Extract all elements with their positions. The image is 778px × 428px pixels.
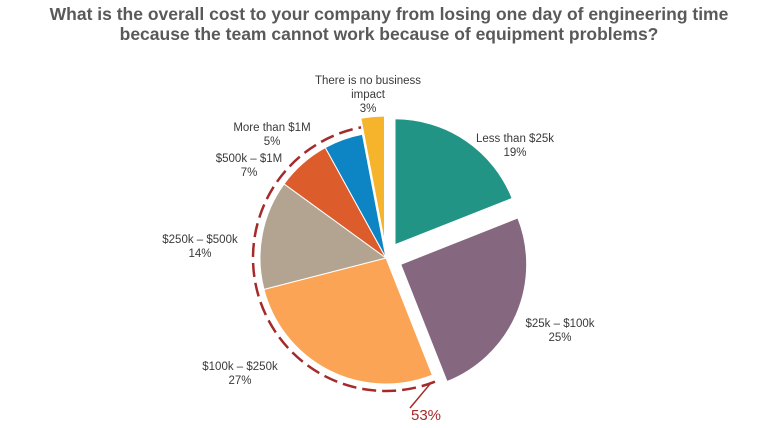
chart-title: What is the overall cost to your company… <box>0 4 778 44</box>
slice-label-0: Less than $25k 19% <box>476 133 554 159</box>
slice-label-4: $500k – $1M 7% <box>216 153 283 179</box>
chart-title-line-1: What is the overall cost to your company… <box>49 4 729 24</box>
slice-label-5: More than $1M 5% <box>233 122 310 148</box>
group-leader-line <box>409 382 432 409</box>
slice-label-6: There is no business impact 3% <box>315 75 421 115</box>
pie-slice-1 <box>400 217 528 383</box>
slice-label-2: $100k – $250k 27% <box>202 361 278 387</box>
pie-slice-3 <box>259 183 388 290</box>
slice-label-1: $25k – $100k 25% <box>525 318 594 344</box>
pie-slice-2 <box>263 257 434 385</box>
chart-title-line-2: because the team cannot work because of … <box>119 24 659 44</box>
pie-slice-0 <box>394 118 513 246</box>
group-dashed-arc <box>251 126 436 393</box>
pie-slice-6 <box>360 115 385 243</box>
group-total-label: 53% <box>411 407 441 424</box>
pie-slice-5 <box>324 133 387 259</box>
slice-label-3: $250k – $500k 14% <box>162 234 238 260</box>
